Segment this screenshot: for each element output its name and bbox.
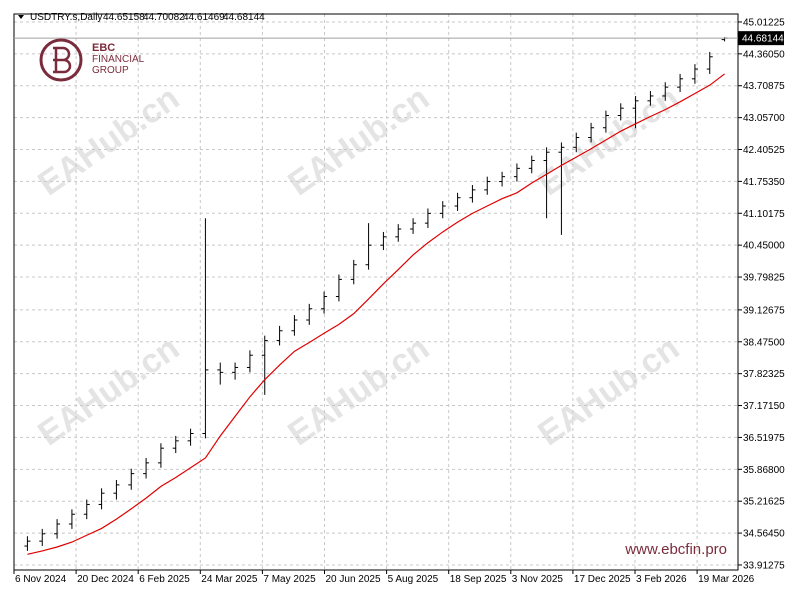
y-tick-label: 39.12675 bbox=[743, 305, 785, 316]
header-close: 44.68144 bbox=[223, 12, 265, 23]
header-low: 44.61469 bbox=[183, 12, 225, 23]
x-tick-label: 20 Dec 2024 bbox=[77, 574, 134, 585]
header-high: 44.70082 bbox=[143, 12, 185, 23]
y-tick-label: 34.56450 bbox=[743, 529, 785, 540]
y-tick-label: 43.05700 bbox=[743, 113, 785, 124]
y-tick-label: 35.86800 bbox=[743, 465, 785, 476]
x-tick-label: 18 Sep 2025 bbox=[450, 574, 507, 585]
y-tick-label: 44.36050 bbox=[743, 49, 785, 60]
price-badge bbox=[738, 31, 784, 46]
symbol: USDTRY.s,Daily bbox=[30, 12, 102, 23]
y-tick-label: 37.17150 bbox=[743, 401, 785, 412]
y-tick-label: 33.91275 bbox=[743, 560, 785, 571]
x-tick-label: 5 Aug 2025 bbox=[388, 574, 439, 585]
y-tick-label: 42.40525 bbox=[743, 145, 785, 156]
menu-arrow bbox=[18, 15, 24, 19]
logo-icon bbox=[53, 46, 72, 74]
x-tick-label: 7 May 2025 bbox=[263, 574, 316, 585]
plot-frame bbox=[13, 13, 739, 571]
plot bbox=[14, 37, 738, 555]
moving-average bbox=[27, 73, 725, 555]
logo-text: FINANCIAL bbox=[92, 54, 145, 65]
logo: EBC FINANCIAL GROUP bbox=[39, 38, 145, 82]
y-tick-label: 43.70875 bbox=[743, 81, 785, 92]
y-tick-label: 37.82325 bbox=[743, 369, 785, 380]
logo-text: GROUP bbox=[92, 65, 129, 76]
x-tick-label: 6 Feb 2025 bbox=[139, 574, 190, 585]
y-tick-label: 35.21625 bbox=[743, 497, 785, 508]
website: www.ebcfin.pro bbox=[624, 541, 727, 558]
header-open: 44.65158 bbox=[103, 12, 145, 23]
price-label: 44.68144 bbox=[742, 34, 784, 45]
header: USDTRY.s,Daily 44.65158 44.70082 44.6146… bbox=[18, 12, 265, 23]
x-tick-label: 19 Mar 2026 bbox=[698, 574, 755, 585]
y-tick-label: 36.51975 bbox=[743, 433, 785, 444]
y-tick-label: 38.47500 bbox=[743, 337, 785, 348]
y-tick-label: 41.75350 bbox=[743, 177, 785, 188]
x-tick-label: 24 Mar 2025 bbox=[201, 574, 258, 585]
x-tick-label: 20 Jun 2025 bbox=[326, 574, 381, 585]
y-tick-label: 40.45000 bbox=[743, 241, 785, 252]
y-tick-label: 45.01225 bbox=[743, 17, 785, 28]
y-tick-label: 39.79825 bbox=[743, 273, 785, 284]
x-tick-label: 3 Nov 2025 bbox=[512, 574, 564, 585]
grid bbox=[14, 14, 738, 570]
y-tick-label: 41.10175 bbox=[743, 209, 785, 220]
logo-icon bbox=[39, 38, 83, 82]
x-tick-label: 3 Feb 2026 bbox=[636, 574, 687, 585]
x-tick-label: 17 Dec 2025 bbox=[574, 574, 631, 585]
x-tick-label: 6 Nov 2024 bbox=[15, 574, 67, 585]
logo-text: EBC bbox=[92, 42, 115, 54]
